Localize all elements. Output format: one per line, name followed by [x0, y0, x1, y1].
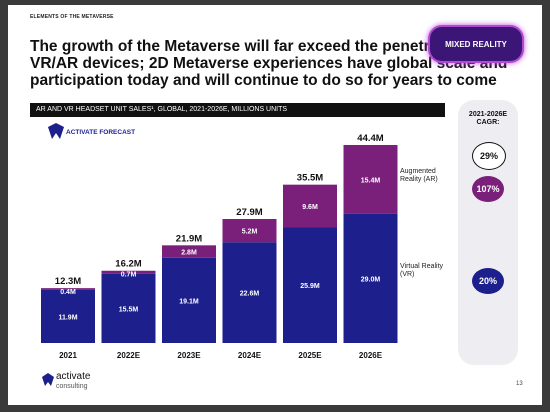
bar-segment [343, 213, 398, 343]
logo: activate consulting [38, 372, 90, 392]
segment-label: 15.5M [119, 306, 139, 313]
legend-vr: Virtual Reality (VR) [400, 263, 444, 278]
chart: 11.9M 0.4M 12.3M 2021 15.5M 0.7M 16.2M 2022E 19.… [41, 123, 398, 386]
segment-label: 2.8M [181, 250, 197, 257]
cagr-vr: 20% [472, 268, 504, 294]
x-tick-label: 2024E [238, 351, 262, 360]
subtitle: AR AND VR HEADSET UNIT SALES¹, GLOBAL, 2… [30, 103, 445, 117]
cagr-total: 29% [472, 142, 506, 170]
bar-segment [283, 184, 337, 228]
segment-label: 29.0M [361, 276, 381, 283]
title-line: The growth of the Metaverse will far exc… [30, 38, 486, 55]
total-label: 27.9M [236, 207, 262, 218]
logo-sub: consulting [56, 383, 88, 390]
bar-segment [222, 242, 277, 343]
forecast-label: ACTIVATE FORECAST [66, 129, 136, 136]
x-tick-label: 2021 [59, 351, 77, 360]
segment-label: 25.9M [300, 283, 320, 290]
cagr-ar: 107% [472, 176, 504, 202]
forecast-icon [48, 123, 64, 139]
badge: MIXED REALITY [428, 25, 524, 63]
kicker: ELEMENTS OF THE METAVERSE [30, 14, 114, 20]
bar-segment [101, 270, 156, 274]
segment-label: 0.7M [121, 272, 137, 279]
total-label: 44.4M [357, 133, 383, 144]
title: The growth of the Metaverse will far exc… [30, 38, 507, 89]
legend-ar: Augmented Reality (AR) [400, 168, 438, 183]
segment-label: 15.4M [361, 177, 381, 184]
logo-icon [42, 373, 54, 386]
bar-segment [41, 289, 95, 343]
x-tick-label: 2026E [359, 351, 383, 360]
total-label: 16.2M [115, 259, 141, 270]
bar-segment [162, 245, 216, 258]
bar-segment [162, 257, 216, 343]
segment-label: 5.2M [242, 229, 258, 236]
x-tick-label: 2025E [298, 351, 322, 360]
slide: ELEMENTS OF THE METAVERSE The growth of … [8, 5, 542, 405]
bar-segment [101, 273, 156, 343]
cagr-title: 2021-2026E CAGR: [468, 111, 508, 126]
segment-label: 11.9M [58, 314, 77, 321]
segment-label: 19.1M [179, 298, 199, 305]
title-line: participation today and will continue to… [30, 72, 497, 89]
bar-segment [222, 219, 277, 243]
segment-label: 0.4M [60, 289, 76, 296]
segment-label: 22.6M [240, 291, 260, 298]
bar-segment [41, 288, 95, 290]
x-tick-label: 2022E [117, 351, 141, 360]
total-label: 21.9M [176, 233, 202, 244]
x-tick-label: 2023E [177, 351, 201, 360]
total-label: 12.3M [55, 276, 81, 287]
page-number: 13 [516, 381, 523, 387]
bar-segment [343, 144, 398, 214]
logo-name: activate [56, 371, 91, 382]
title-line: VR/AR devices; 2D Metaverse experiences … [30, 55, 508, 72]
bar-segment [283, 227, 337, 343]
segment-label: 9.6M [302, 204, 318, 211]
total-label: 35.5M [297, 173, 323, 184]
